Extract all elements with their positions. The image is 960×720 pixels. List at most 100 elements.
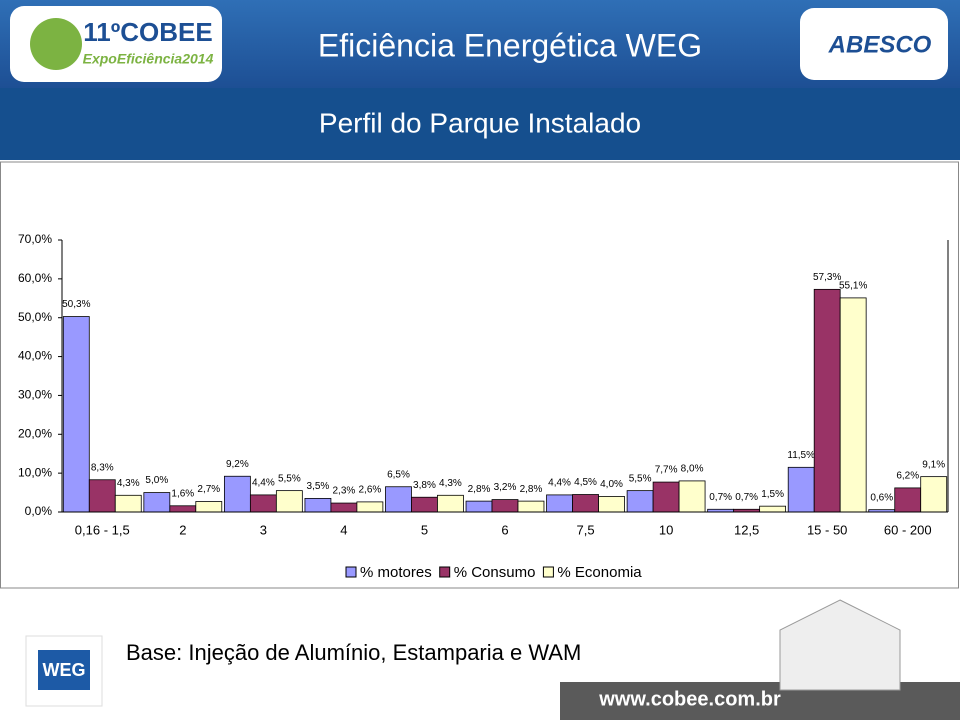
value-label: 5,0%	[145, 475, 168, 486]
value-label: 1,6%	[171, 488, 194, 499]
weg-logo-text: WEG	[43, 660, 86, 680]
y-tick-label: 60,0%	[18, 271, 52, 285]
bar	[813, 288, 841, 513]
y-tick-label: 10,0%	[18, 465, 52, 479]
value-label: 9,1%	[922, 459, 945, 470]
value-label: 3,8%	[413, 480, 436, 491]
bar	[356, 501, 384, 513]
y-tick-label: 20,0%	[18, 426, 52, 440]
chart: 0,0% 10,0% 20,0% 30,0% 40,0% 50,0% 60,0% 70,0% 0…	[18, 232, 949, 581]
subtitle-band	[0, 88, 960, 160]
x-tick-label: 12,5	[734, 522, 759, 537]
footer-url: www.cobee.com.br	[598, 688, 781, 710]
value-label: 1,5%	[761, 489, 784, 500]
x-tick-label: 15 - 50	[807, 522, 847, 537]
x-tick-label: 2	[179, 522, 186, 537]
bar	[598, 496, 625, 513]
value-label: 0,7%	[709, 492, 732, 503]
value-label: 3,2%	[494, 482, 517, 493]
bar	[546, 494, 573, 513]
y-tick-label: 40,0%	[18, 349, 52, 363]
legend-swatch	[439, 566, 451, 578]
value-label: 4,4%	[252, 478, 275, 489]
value-label: 4,3%	[117, 478, 140, 489]
weg-logo	[38, 650, 90, 690]
x-tick-label: 6	[501, 522, 508, 537]
value-label: 4,4%	[548, 478, 571, 489]
bar	[304, 497, 332, 513]
x-tick-label: 3	[260, 522, 267, 537]
x-tick-label: 10	[659, 522, 673, 537]
bar	[626, 490, 654, 513]
y-tick-label: 70,0%	[18, 232, 52, 246]
value-label: 55,1%	[839, 281, 867, 292]
bar	[275, 490, 303, 513]
bar	[465, 500, 493, 513]
value-label: 2,7%	[197, 484, 220, 495]
bar	[88, 479, 116, 513]
bar	[330, 502, 358, 513]
logo-text: ExpoEficiência2014	[83, 51, 214, 67]
value-label: 4,0%	[600, 479, 623, 490]
chart-frame	[0, 161, 959, 589]
value-label: 6,5%	[387, 469, 410, 480]
y-tick-label: 30,0%	[18, 388, 52, 402]
value-label: 0,6%	[870, 492, 893, 503]
bar	[62, 316, 90, 513]
bar	[411, 496, 438, 513]
value-label: 5,5%	[278, 473, 301, 484]
value-label: 5,5%	[629, 473, 652, 484]
value-label: 2,8%	[520, 484, 543, 495]
value-label: 7,7%	[655, 465, 678, 476]
bar	[787, 466, 815, 513]
slide-title: Eficiência Energética WEG	[318, 27, 702, 63]
bar	[920, 476, 948, 513]
bar	[114, 494, 142, 513]
logo-text: ABESCO	[828, 31, 932, 58]
value-label: 4,3%	[439, 478, 462, 489]
value-label: 2,6%	[358, 485, 381, 496]
value-label: 11,5%	[787, 450, 815, 461]
bar	[491, 499, 519, 513]
value-label: 2,3%	[333, 486, 356, 497]
bar	[572, 494, 599, 513]
bar	[169, 505, 197, 513]
legend-label: % Economia	[557, 564, 642, 581]
footnote: Base: Injeção de Alumínio, Estamparia e …	[126, 640, 581, 665]
bar	[195, 501, 223, 513]
legend-swatch	[345, 566, 357, 578]
y-tick-label: 50,0%	[18, 310, 52, 324]
value-label: 2,8%	[468, 484, 491, 495]
bar	[437, 494, 464, 513]
legend-label: % Consumo	[454, 564, 536, 581]
bar	[223, 475, 251, 513]
value-label: 6,2%	[896, 471, 919, 482]
value-label: 57,3%	[813, 272, 841, 283]
bar	[385, 486, 412, 513]
bar	[839, 297, 867, 513]
value-label: 9,2%	[226, 459, 249, 470]
bar	[517, 500, 545, 513]
logo-box	[800, 8, 948, 80]
x-tick-label: 5	[421, 522, 428, 537]
bar	[652, 481, 680, 513]
legend-label: % motores	[360, 564, 432, 581]
value-label: 8,0%	[681, 464, 704, 475]
bar	[678, 480, 706, 513]
y-tick-label: 0,0%	[25, 504, 53, 518]
x-tick-label: 60 - 200	[884, 522, 932, 537]
value-label: 50,3%	[62, 299, 90, 310]
bar	[249, 494, 277, 513]
legend-swatch	[542, 566, 554, 578]
value-label: 0,7%	[735, 492, 758, 503]
logo-icon	[30, 18, 82, 70]
value-label: 4,5%	[574, 477, 597, 488]
x-tick-label: 7,5	[577, 522, 595, 537]
slide-subtitle: Perfil do Parque Instalado	[319, 107, 641, 138]
bar	[143, 492, 171, 513]
bar	[759, 505, 787, 513]
value-label: 8,3%	[91, 462, 114, 473]
x-tick-label: 0,16 - 1,5	[75, 522, 130, 537]
